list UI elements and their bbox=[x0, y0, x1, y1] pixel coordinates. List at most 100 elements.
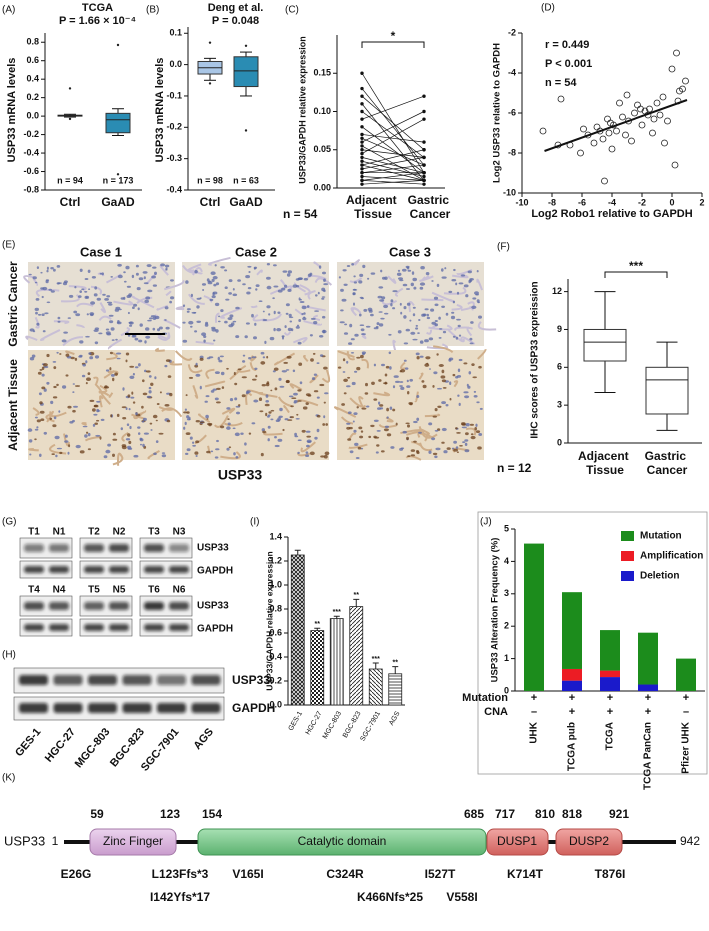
nucleus bbox=[384, 373, 388, 377]
nucleus bbox=[141, 420, 145, 423]
nucleus bbox=[412, 338, 418, 341]
nucleus bbox=[49, 417, 53, 420]
nucleus bbox=[264, 403, 270, 407]
blot-band bbox=[109, 544, 129, 552]
nucleus bbox=[123, 280, 127, 283]
nucleus bbox=[297, 389, 302, 392]
nucleus bbox=[131, 335, 137, 338]
nucleus bbox=[316, 362, 320, 364]
y-tick-label: 3 bbox=[504, 588, 509, 598]
nucleus bbox=[368, 309, 373, 313]
nucleus bbox=[217, 356, 220, 361]
table-cell: + bbox=[645, 706, 651, 718]
nucleus bbox=[87, 372, 91, 375]
blot-band bbox=[169, 544, 189, 552]
nucleus bbox=[354, 370, 358, 373]
nucleus bbox=[237, 368, 242, 371]
bar-segment bbox=[600, 630, 620, 671]
nucleus bbox=[46, 301, 51, 304]
nucleus bbox=[111, 339, 115, 341]
nucleus bbox=[266, 285, 272, 290]
nucleus bbox=[217, 320, 221, 323]
nucleus bbox=[453, 268, 456, 272]
nucleus bbox=[376, 444, 380, 447]
point bbox=[593, 123, 601, 131]
significance: *** bbox=[333, 609, 341, 616]
nucleus bbox=[99, 272, 102, 275]
annotation: r = 0.449 bbox=[545, 39, 589, 51]
chart-title: Deng et al. bbox=[208, 2, 264, 14]
bar-segment bbox=[562, 680, 582, 691]
nucleus bbox=[166, 419, 171, 423]
blot-band bbox=[157, 675, 186, 685]
row-label: Gastric Cancer bbox=[6, 261, 20, 347]
significance-bracket bbox=[361, 41, 425, 48]
x-tick-label: -8 bbox=[548, 197, 556, 207]
nucleus bbox=[112, 438, 118, 441]
nucleus bbox=[142, 379, 145, 383]
y-tick-label: 0.05 bbox=[313, 144, 331, 154]
nucleus bbox=[241, 376, 247, 379]
point bbox=[422, 178, 426, 183]
tissue-fiber bbox=[405, 455, 422, 461]
nucleus bbox=[403, 342, 409, 345]
nucleus bbox=[474, 427, 478, 431]
y-axis-label: USP33 Alteration Frequency (%) bbox=[490, 538, 501, 683]
nucleus bbox=[154, 376, 157, 380]
nucleus bbox=[353, 302, 355, 306]
nucleus bbox=[258, 397, 263, 402]
tissue-fiber bbox=[65, 350, 75, 356]
nucleus bbox=[131, 391, 134, 395]
nucleus bbox=[457, 368, 461, 373]
nucleus bbox=[118, 308, 122, 311]
nucleus bbox=[199, 297, 202, 299]
nucleus bbox=[74, 385, 81, 387]
y-tick-label: 1.4 bbox=[269, 531, 282, 541]
tissue-fiber bbox=[229, 368, 241, 381]
nucleus bbox=[301, 305, 307, 310]
point bbox=[673, 49, 680, 57]
nucleus bbox=[253, 399, 259, 403]
nucleus bbox=[397, 269, 401, 272]
lane-label: N2 bbox=[113, 527, 126, 538]
nucleus bbox=[208, 423, 212, 427]
nucleus bbox=[110, 374, 115, 377]
legend-label: Amplification bbox=[640, 551, 703, 562]
tissue-fiber bbox=[161, 407, 183, 418]
mutation: I142Yfs*17 bbox=[150, 890, 210, 904]
nucleus bbox=[110, 276, 113, 278]
nucleus bbox=[245, 391, 249, 395]
nucleus bbox=[360, 354, 364, 359]
nucleus bbox=[46, 353, 50, 358]
nucleus bbox=[425, 356, 431, 360]
point bbox=[650, 115, 658, 123]
note: n = 98 bbox=[197, 175, 223, 185]
tissue-fiber bbox=[373, 391, 391, 397]
nucleus bbox=[207, 281, 213, 285]
nucleus bbox=[248, 271, 251, 273]
nucleus bbox=[201, 332, 207, 337]
nucleus bbox=[434, 408, 438, 412]
nucleus bbox=[125, 352, 130, 356]
point bbox=[422, 171, 426, 175]
y-axis-label: IHC scores of USP33 expreission bbox=[530, 281, 541, 438]
blot-band bbox=[88, 703, 117, 713]
tissue-fiber bbox=[157, 332, 171, 340]
nucleus bbox=[384, 312, 389, 315]
domain bbox=[555, 828, 623, 856]
nucleus bbox=[386, 407, 389, 412]
outlier bbox=[244, 129, 248, 132]
nucleus bbox=[226, 447, 230, 451]
nucleus bbox=[360, 328, 365, 332]
tissue-fiber bbox=[106, 273, 122, 284]
nucleus bbox=[51, 453, 55, 455]
nucleus bbox=[262, 310, 265, 313]
nucleus bbox=[373, 327, 379, 330]
nucleus bbox=[323, 283, 329, 286]
nucleus bbox=[67, 405, 72, 409]
point bbox=[360, 151, 364, 156]
nucleus bbox=[426, 313, 429, 317]
nucleus bbox=[150, 429, 153, 431]
nucleus bbox=[292, 369, 296, 373]
nucleus bbox=[259, 410, 264, 413]
